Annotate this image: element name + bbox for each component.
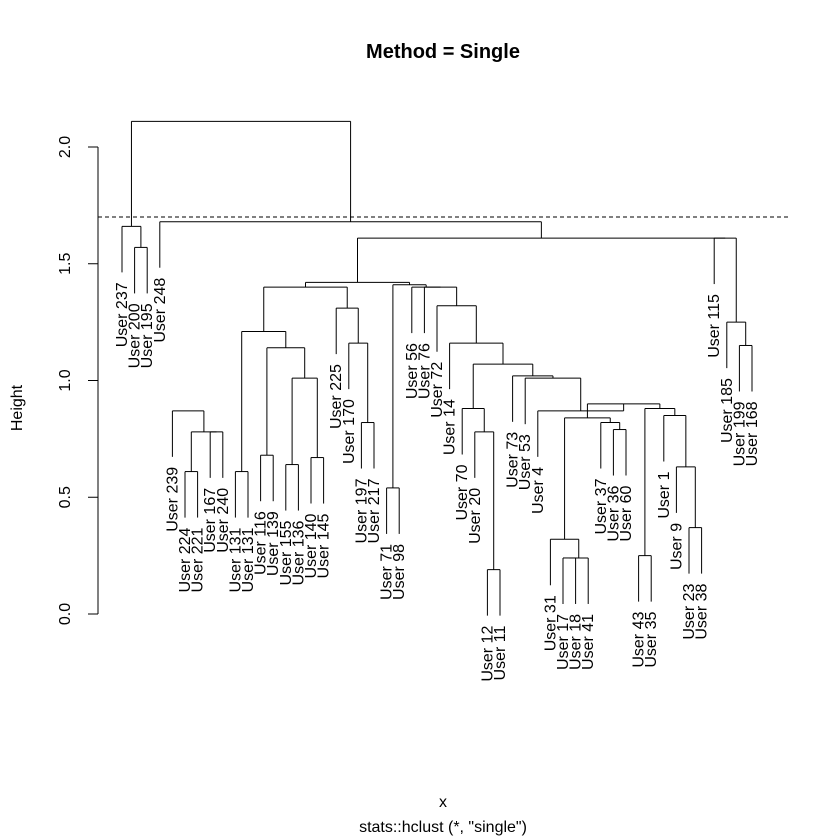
y-tick-label: 1.5	[57, 253, 74, 275]
method-sublabel: stats::hclust (*, "single")	[359, 819, 527, 836]
leaf-label: User 70	[454, 464, 471, 520]
leaf-label: User 76	[416, 343, 433, 399]
leaf-label: User 41	[580, 614, 597, 670]
leaf-label: User 145	[316, 513, 333, 578]
leaf-label: User 23	[681, 584, 698, 640]
leaf-label: User 38	[694, 584, 711, 640]
leaf-label: User 131	[227, 527, 244, 592]
leaf-label: User 224	[177, 527, 194, 592]
leaf-label: User 115	[706, 294, 723, 358]
leaf-label: User 116	[253, 511, 270, 575]
leaf-label: User 139	[265, 511, 282, 576]
y-tick-label: 0.0	[57, 603, 74, 625]
leaf-label: User 131	[240, 527, 257, 592]
leaf-label: User 73	[505, 432, 522, 488]
y-tick-label: 0.5	[57, 486, 74, 508]
leaf-label: User 199	[731, 401, 748, 466]
leaf-label: User 136	[290, 520, 307, 585]
leaf-label: User 248	[152, 278, 169, 343]
leaf-label: User 72	[429, 362, 446, 418]
leaf-label: User 167	[202, 488, 219, 553]
leaf-label: User 240	[215, 488, 232, 553]
leaf-label: User 31	[542, 595, 559, 651]
leaf-label: User 53	[517, 434, 534, 490]
leaf-label: User 37	[593, 478, 610, 534]
leaf-label: User 140	[303, 513, 320, 578]
leaf-label: User 11	[492, 626, 509, 681]
leaf-label: User 168	[744, 401, 761, 466]
leaf-label: User 12	[479, 626, 496, 682]
leaf-label: User 237	[114, 282, 131, 347]
y-tick-label: 2.0	[57, 136, 74, 158]
leaf-label: User 56	[404, 343, 421, 399]
leaf-label: User 14	[442, 399, 459, 455]
leaf-label: User 43	[631, 612, 648, 668]
leaf-label: User 71	[379, 544, 396, 600]
y-tick-label: 1.0	[57, 369, 74, 391]
leaf-label: User 170	[341, 399, 358, 464]
leaf-label: User 221	[190, 527, 207, 592]
leaf-label: User 20	[467, 488, 484, 544]
leaf-label: User 35	[643, 612, 660, 668]
leaf-label: User 18	[568, 614, 585, 670]
y-axis-label: Height	[9, 384, 26, 431]
leaf-label: User 36	[605, 485, 622, 541]
x-axis-label: x	[439, 794, 447, 811]
leaf-label: User 1	[656, 471, 673, 518]
leaf-label: User 195	[139, 303, 156, 368]
leaf-label: User 225	[328, 364, 345, 429]
leaf-label: User 217	[366, 478, 383, 543]
leaf-label: User 239	[164, 467, 181, 532]
leaf-label: User 9	[668, 523, 685, 570]
leaf-label: User 197	[353, 478, 370, 543]
chart-title: Method = Single	[366, 41, 520, 63]
leaf-label: User 17	[555, 614, 572, 670]
leaf-label: User 155	[278, 520, 295, 585]
leaf-label: User 200	[127, 303, 144, 368]
leaf-label: User 185	[719, 378, 736, 443]
dendrogram-branches	[121, 120, 753, 616]
leaf-label: User 60	[618, 485, 635, 541]
leaf-label: User 98	[391, 544, 408, 600]
leaf-label: User 4	[530, 467, 547, 514]
y-axis: 0.0 0.5 1.0 1.5 2.0	[57, 136, 99, 625]
